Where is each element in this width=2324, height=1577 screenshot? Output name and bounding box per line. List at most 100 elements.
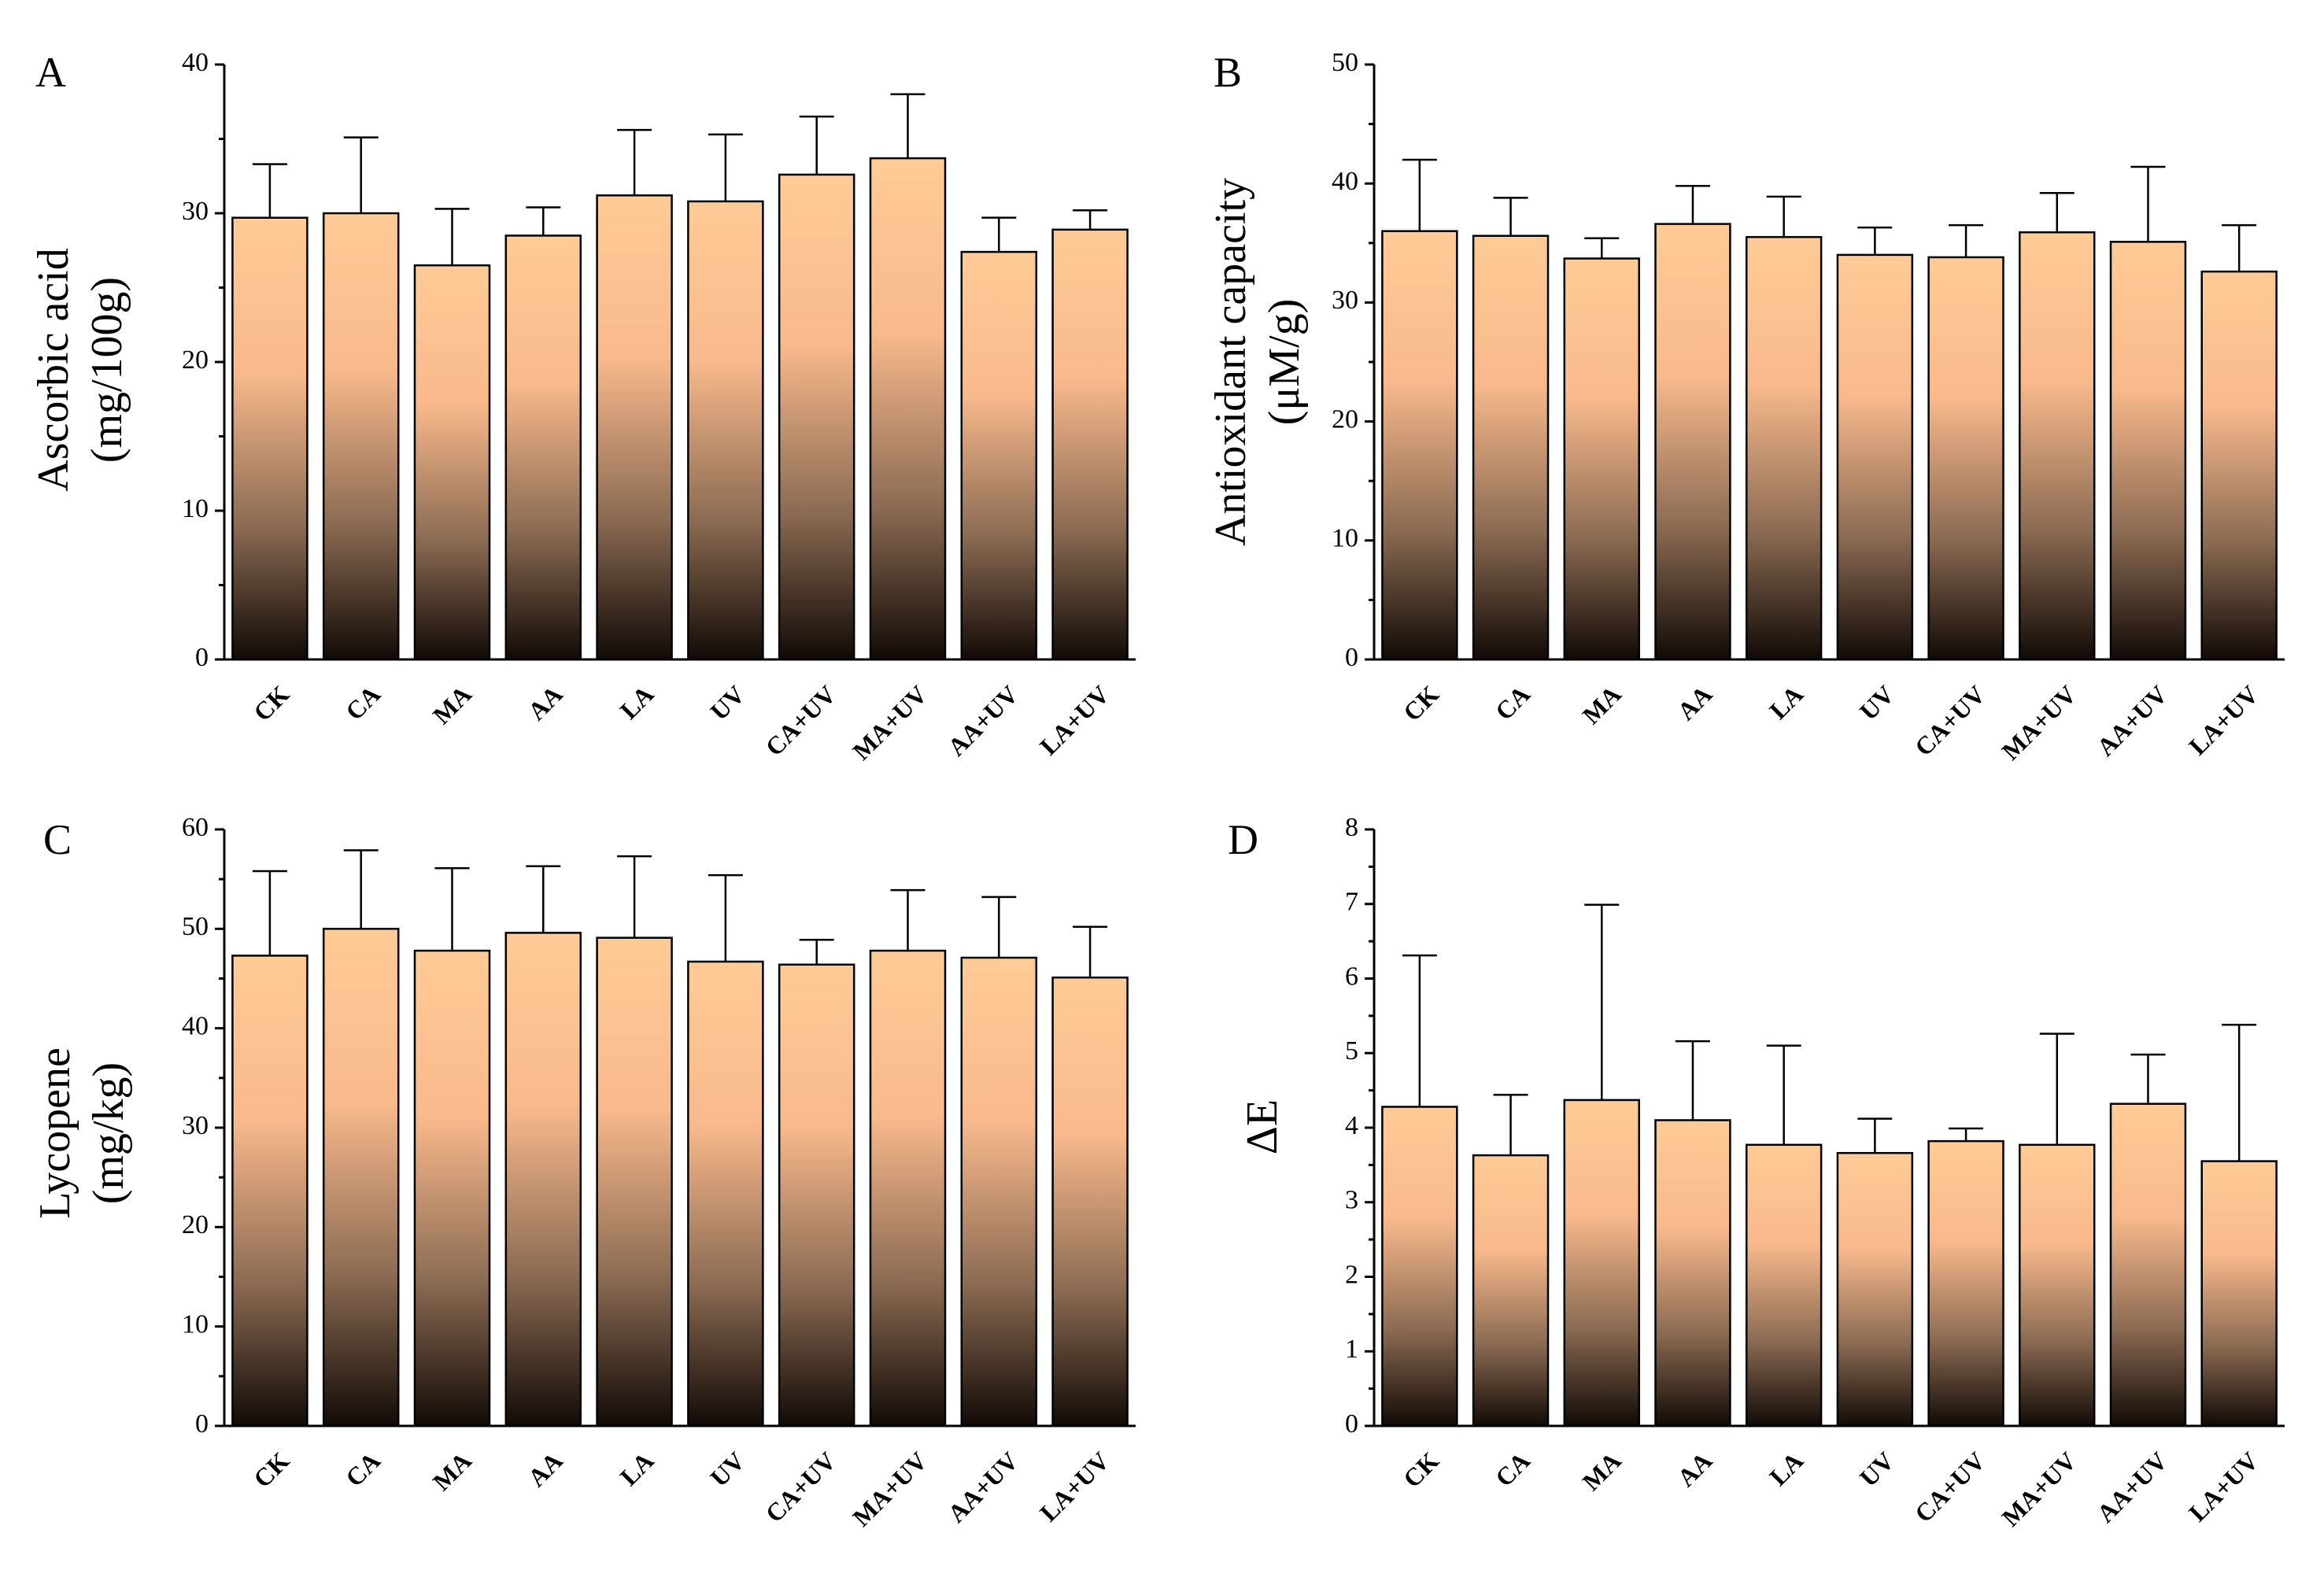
y-tick-label: 0 (195, 643, 209, 672)
x-tick-label: UV (704, 680, 750, 726)
bar-ca (322, 928, 400, 1427)
bar-ck (231, 955, 309, 1427)
error-bars (252, 93, 1108, 266)
bar-ma-plus-uv (2019, 1143, 2096, 1427)
y-tick-label: 0 (1345, 1409, 1358, 1439)
panel-letter: D (1228, 816, 1258, 863)
x-tick-label: LA+UV (2183, 680, 2263, 760)
bars (231, 928, 1129, 1427)
bars (1381, 1099, 2278, 1427)
x-tick-label: MA+UV (847, 1446, 933, 1532)
y-tick-label: 1 (1345, 1335, 1358, 1364)
x-tick-label: AA (1672, 1446, 1717, 1492)
panel-letter: B (1214, 49, 1242, 96)
bar-la-plus-uv (2200, 270, 2278, 661)
y-tick-label: 60 (182, 813, 209, 842)
y-tick-label: 2 (1345, 1260, 1358, 1289)
x-tick-label: MA+UV (1996, 1446, 2082, 1532)
bar-ca-plus-uv (778, 963, 855, 1427)
x-tick-label: CA (1490, 680, 1535, 726)
y-axis-title: Lycopene (31, 1047, 79, 1219)
bar-aa (1654, 223, 1731, 661)
bar-uv (1836, 253, 1914, 661)
x-tick-label: LA (1764, 1446, 1809, 1491)
x-ticks: CK CA MA AA LA UV CA+UV MA+UV AA+UV LA+UV (1398, 680, 2264, 766)
x-tick-label: AA+UV (942, 680, 1024, 762)
error-bars (1402, 903, 2257, 1162)
x-tick-label: AA+UV (2091, 1446, 2173, 1528)
x-tick-label: CA (1490, 1446, 1535, 1492)
y-tick-label: 20 (182, 1210, 209, 1239)
x-tick-label: MA+UV (1996, 680, 2082, 766)
bar-aa (504, 235, 582, 661)
bar-ca-plus-uv (1927, 1139, 2004, 1427)
bar-aa-plus-uv (960, 956, 1038, 1427)
bar-ma-plus-uv (2019, 231, 2096, 661)
bar-ma-plus-uv (869, 949, 947, 1427)
bar-aa (504, 932, 582, 1427)
x-tick-label: LA+UV (1034, 1446, 1114, 1527)
x-tick-label: AA (1672, 680, 1717, 726)
x-tick-label: CK (248, 680, 294, 726)
x-tick-label: CK (248, 1446, 294, 1493)
panel-letter: A (35, 49, 66, 96)
y-tick-label: 20 (1332, 404, 1358, 434)
y-ticks: 0 10 20 30 40 50 60 (182, 813, 224, 1439)
bar-ca (1472, 235, 1550, 661)
x-tick-label: AA (523, 1446, 568, 1492)
x-tick-label: AA+UV (2091, 680, 2173, 762)
bar-la-plus-uv (2200, 1160, 2278, 1427)
bar-uv (1836, 1151, 1914, 1427)
y-axis-title: Ascorbic acid (29, 248, 78, 491)
y-tick-label: 30 (182, 1111, 209, 1140)
x-tick-label: LA+UV (1034, 680, 1114, 760)
x-tick-label: AA (523, 680, 568, 726)
x-tick-label: AA+UV (942, 1446, 1024, 1528)
x-tick-label: CA (340, 680, 386, 726)
x-tick-label: MA (1576, 680, 1626, 729)
y-tick-label: 40 (1332, 167, 1358, 196)
error-bars (1402, 158, 2257, 272)
bar-ma (413, 949, 491, 1427)
x-ticks: CK CA MA AA LA UV CA+UV MA+UV AA+UV LA+UV (1398, 1446, 2264, 1532)
y-tick-label: 7 (1345, 888, 1358, 917)
error-bars (252, 849, 1108, 978)
y-ticks: 0 10 20 30 40 50 (1332, 48, 1374, 672)
bar-uv (687, 200, 764, 661)
x-tick-label: LA (615, 1446, 660, 1491)
bar-la (596, 936, 673, 1427)
x-tick-label: UV (1854, 1446, 1900, 1492)
panel-a-ascorbic-acid-chart: A Ascorbic acid (mg/100g) 0 10 20 30 40 CK CA… (29, 48, 1136, 766)
x-tick-label: UV (704, 1446, 750, 1492)
y-tick-label: 3 (1345, 1186, 1358, 1215)
x-tick-label: MA (427, 680, 477, 729)
x-tick-label: CK (1398, 680, 1444, 726)
panel-letter: C (43, 816, 72, 863)
bar-ck (231, 216, 309, 661)
y-tick-label: 5 (1345, 1036, 1358, 1065)
x-tick-label: MA (427, 1446, 477, 1496)
y-tick-label: 8 (1345, 813, 1358, 842)
x-ticks: CK CA MA AA LA UV CA+UV MA+UV AA+UV LA+UV (248, 1446, 1115, 1532)
x-tick-label: CA+UV (1909, 1446, 1991, 1528)
bar-ma (1563, 257, 1640, 661)
x-tick-label: CK (1398, 1446, 1444, 1493)
y-tick-label: 6 (1345, 962, 1358, 991)
bar-ca-plus-uv (1927, 256, 2004, 661)
y-tick-label: 20 (182, 345, 209, 375)
y-tick-label: 50 (1332, 48, 1358, 77)
x-tick-label: CA+UV (1909, 680, 1991, 762)
bar-aa (1654, 1119, 1731, 1427)
x-tick-label: LA (615, 680, 660, 725)
bars (1381, 223, 2278, 661)
bar-aa-plus-uv (960, 250, 1038, 661)
y-axis-title-unit: (mg/kg) (84, 1062, 133, 1204)
x-tick-label: LA+UV (2183, 1446, 2263, 1527)
y-axis-title: Antioxidant capacity (1206, 178, 1255, 546)
bar-ca-plus-uv (778, 173, 855, 661)
panel-c-lycopene-chart: C Lycopene (mg/kg) 0 10 20 30 40 50 60 CK CA MA A… (31, 813, 1136, 1532)
bars (231, 157, 1129, 661)
bar-ck (1381, 1106, 1458, 1427)
y-axis-title-unit: (μM/g) (1260, 299, 1309, 426)
